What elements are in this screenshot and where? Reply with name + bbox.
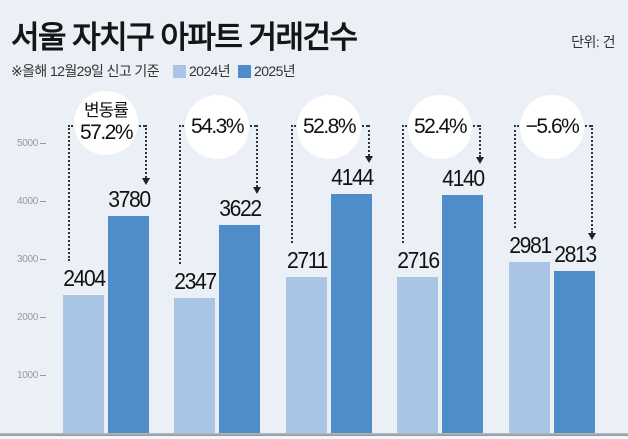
legend-swatch-2025 (238, 64, 252, 78)
reference-note: ※올해 12월29일 신고 기준 (11, 63, 160, 79)
y-tick-5000: 5000 (0, 138, 46, 149)
y-tick-2000: 2000 (0, 312, 46, 323)
bar-2024 (509, 262, 550, 434)
bar-2024 (174, 298, 215, 434)
value-label-2025: 3780 (107, 186, 151, 212)
connector-line (402, 125, 404, 243)
value-label-2025: 2813 (553, 241, 597, 267)
value-label-2024: 2711 (286, 247, 328, 273)
bar-2024 (286, 277, 327, 434)
connector-line (479, 125, 481, 157)
bar-2024 (397, 277, 438, 434)
bar-2025 (554, 271, 595, 434)
change-rate-badge: 52.4% (408, 95, 472, 159)
change-rate-value: 57.2% (79, 121, 134, 144)
legend-item-2024: 2024년 (172, 61, 231, 81)
value-label-2025: 4140 (441, 165, 485, 191)
connector-line (368, 125, 370, 156)
connector-line (591, 125, 593, 233)
change-rate-value: 54.3% (190, 115, 245, 138)
connector-line (291, 125, 293, 243)
legend-label-2024: 2024년 (188, 63, 231, 79)
change-rate-value: 52.8% (302, 115, 357, 138)
arrow-down-icon (588, 233, 596, 240)
connector-line (256, 125, 258, 187)
change-rate-badge: 52.8% (297, 95, 361, 159)
arrow-down-icon (365, 156, 373, 163)
change-rate-caption: 변동률 (84, 101, 129, 120)
y-tick-1000: 1000 (0, 370, 46, 381)
value-label-2024: 2404 (62, 265, 106, 291)
bar-2024 (63, 295, 104, 434)
y-tick-3000: 3000 (0, 254, 46, 265)
y-tick-4000: 4000 (0, 196, 46, 207)
chart-title: 서울 자치구 아파트 거래건수 (11, 20, 358, 55)
arrow-down-icon (476, 157, 484, 164)
change-rate-badge: −5.6% (520, 95, 584, 159)
legend-label-2025: 2025년 (254, 63, 296, 79)
legend-item-2025: 2025년 (238, 61, 296, 81)
bar-2025 (219, 225, 260, 434)
connector-line (179, 125, 181, 264)
change-rate-badge: 54.3% (185, 95, 249, 159)
subtitle-row: ※올해 12월29일 신고 기준 2024년 2025년 (11, 61, 303, 81)
bottom-strip (0, 436, 628, 439)
value-label-2024: 2347 (173, 268, 217, 294)
legend-swatch-2024 (172, 64, 186, 78)
arrow-down-icon (253, 187, 261, 194)
arrow-down-icon (142, 178, 150, 185)
change-rate-value: 52.4% (413, 115, 468, 138)
bar-2025 (442, 195, 483, 434)
change-rate-value: −5.6% (525, 115, 580, 138)
value-label-2025: 4144 (330, 164, 374, 190)
connector-line (145, 125, 147, 178)
value-label-2025: 3622 (218, 195, 262, 221)
value-label-2024: 2981 (508, 232, 552, 258)
bar-2025 (108, 216, 149, 434)
connector-line (514, 125, 516, 228)
connector-line (68, 125, 70, 261)
bar-2025 (331, 194, 372, 434)
x-axis-baseline (0, 433, 628, 436)
unit-label: 단위: 건 (571, 34, 615, 50)
change-rate-badge: 변동률 57.2% (74, 91, 138, 155)
value-label-2024: 2716 (396, 247, 440, 273)
